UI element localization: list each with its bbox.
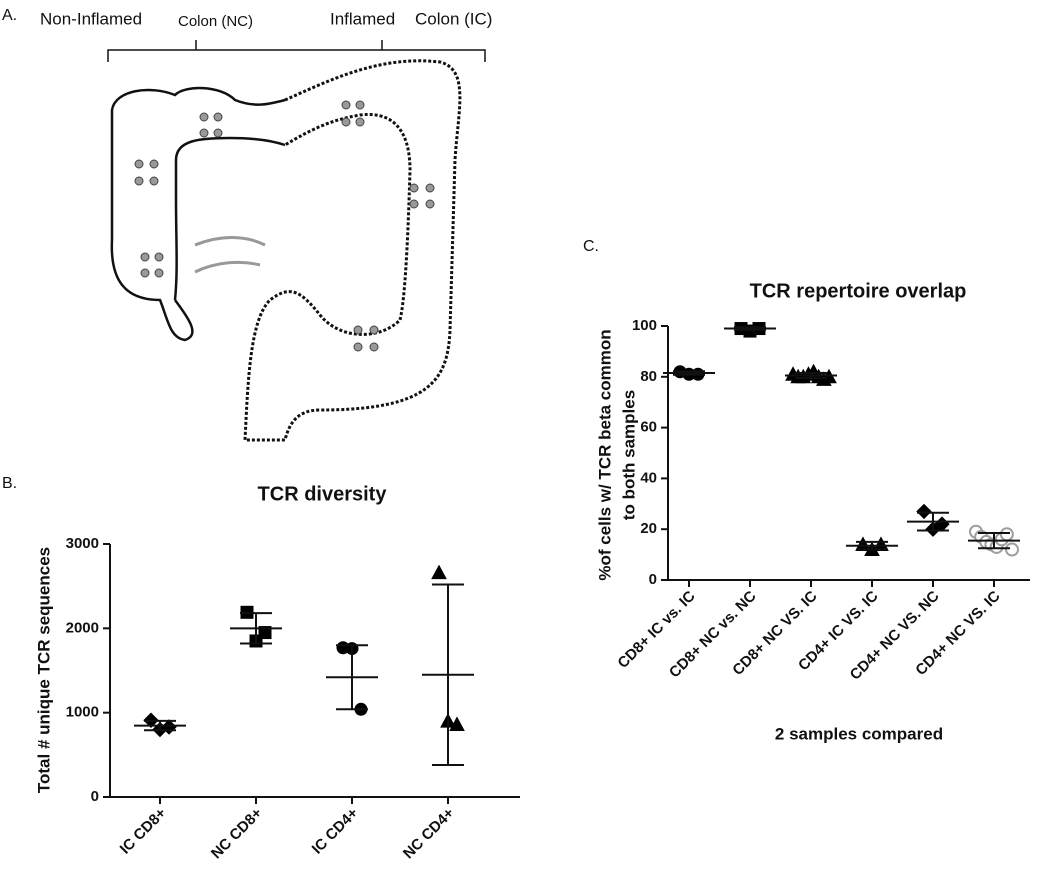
error-bar	[856, 540, 888, 551]
y-tick-label: 60	[640, 419, 657, 436]
data-point	[916, 503, 932, 520]
diagram-label: Colon (IC)	[415, 9, 492, 28]
data-point	[1005, 542, 1019, 557]
data-point	[873, 536, 889, 551]
panel-label: B.	[2, 475, 17, 492]
data-point	[431, 564, 447, 580]
y-axis-label: Total # unique TCR sequences	[34, 547, 53, 793]
chart-title: TCR diversity	[258, 483, 388, 505]
error-bar	[336, 644, 368, 711]
x-tick-label: IC CD8+	[117, 804, 170, 857]
data-point	[855, 536, 871, 551]
error-bar	[795, 371, 827, 380]
y-axis-label: %of cells w/ TCR beta common	[595, 329, 614, 580]
panel-label: C.	[583, 238, 599, 255]
panel-label: A.	[2, 7, 17, 24]
y-tick-label: 40	[640, 469, 657, 486]
error-bar	[144, 719, 176, 732]
x-tick-label: IC CD4+	[309, 804, 362, 857]
error-bar	[673, 370, 705, 376]
error-bar	[978, 532, 1010, 550]
y-tick-label: 0	[649, 571, 657, 588]
diagram-label: Inflamed	[330, 9, 395, 28]
y-tick-label: 80	[640, 368, 657, 385]
x-tick-label: NC CD4+	[400, 804, 458, 862]
error-bar	[240, 612, 272, 645]
error-bar	[917, 511, 949, 532]
y-tick-label: 3000	[66, 535, 99, 552]
y-tick-label: 20	[640, 520, 657, 537]
error-bar	[432, 583, 464, 766]
data-point	[258, 626, 272, 640]
diagram-label: Colon (NC)	[178, 13, 253, 30]
x-axis-label: 2 samples compared	[775, 724, 943, 743]
y-tick-label: 0	[91, 788, 99, 805]
data-point	[999, 527, 1014, 542]
chart-title: TCR repertoire overlap	[750, 280, 967, 302]
y-axis-label: to both samples	[619, 390, 638, 520]
x-tick-label: NC CD8+	[208, 804, 266, 862]
y-tick-label: 1000	[66, 704, 99, 721]
y-tick-label: 100	[632, 317, 657, 334]
error-bar	[734, 326, 766, 331]
y-tick-label: 2000	[66, 619, 99, 636]
data-point	[449, 716, 465, 731]
diagram-label: Non-Inflamed	[40, 9, 142, 28]
colon-diagram	[107, 40, 486, 442]
